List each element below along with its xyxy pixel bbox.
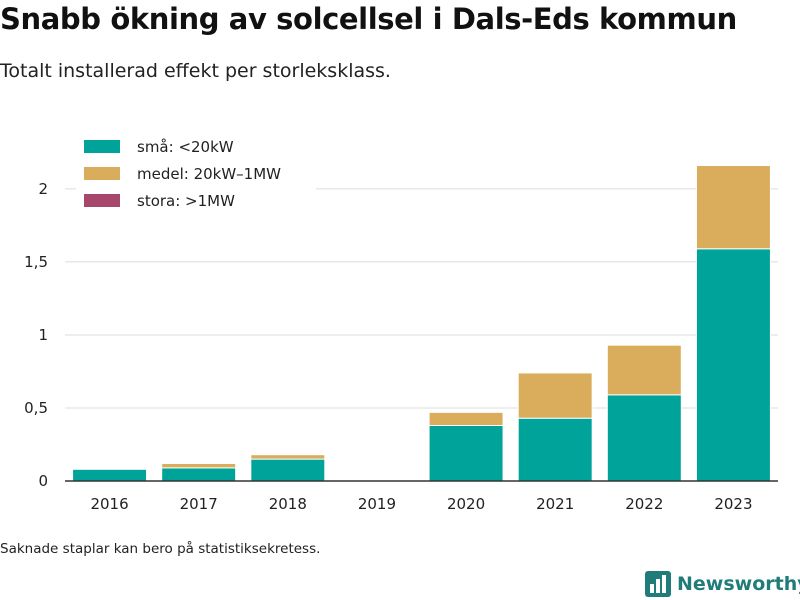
chart-subtitle: Totalt installerad effekt per storlekskl… — [0, 60, 391, 82]
bar-segment-medium-2022 — [606, 344, 682, 396]
bars — [72, 165, 771, 482]
y-tick-label: 1 — [38, 326, 48, 344]
legend-label: stora: >1MW — [137, 192, 235, 210]
bar-segment-small-2020 — [428, 425, 504, 482]
y-tick-label: 0 — [38, 472, 48, 490]
footnote: Saknade staplar kan bero på statistiksek… — [0, 541, 321, 557]
legend: små: <20kW medel: 20kW–1MW stora: >1MW — [76, 130, 316, 215]
x-tick-label: 2021 — [536, 495, 574, 513]
bar-segment-medium-2021 — [517, 372, 593, 419]
y-tick-label: 1,5 — [24, 253, 48, 271]
x-tick-label: 2018 — [269, 495, 307, 513]
bar-segment-medium-2018 — [250, 454, 326, 460]
bar-segment-medium-2017 — [161, 462, 237, 469]
bar-segment-small-2018 — [250, 458, 326, 482]
x-tick-label: 2020 — [447, 495, 485, 513]
bar-chart-logo-icon — [645, 571, 671, 597]
legend-swatch — [84, 194, 120, 207]
x-tick-label: 2023 — [714, 495, 752, 513]
brand-logo: Newsworthy — [645, 569, 800, 599]
stacked-bar-chart: 0 0,5 1 1,5 2 2016 2017 2018 2019 2020 2021 2022 202… — [24, 130, 778, 513]
bar-segment-small-2016 — [72, 468, 148, 482]
x-tick-label: 2022 — [625, 495, 663, 513]
legend-swatch — [84, 167, 120, 180]
bar-segment-medium-2023 — [695, 165, 771, 250]
bar-segment-small-2017 — [161, 467, 237, 482]
legend-label: medel: 20kW–1MW — [137, 165, 281, 183]
bar-segment-small-2023 — [695, 248, 771, 482]
y-tick-label: 0,5 — [24, 399, 48, 417]
brand-name: Newsworthy — [677, 573, 800, 595]
legend-label: små: <20kW — [137, 138, 234, 156]
legend-swatch — [84, 140, 120, 153]
y-tick-label: 2 — [38, 180, 48, 198]
x-tick-label: 2019 — [358, 495, 396, 513]
bar-segment-small-2022 — [606, 394, 682, 482]
x-tick-label: 2016 — [90, 495, 128, 513]
bar-segment-small-2021 — [517, 417, 593, 482]
axes: 0 0,5 1 1,5 2 2016 2017 2018 2019 2020 2021 2022 202… — [24, 180, 778, 513]
chart-title: Snabb ökning av solcellsel i Dals-Eds ko… — [0, 2, 737, 36]
x-tick-label: 2017 — [180, 495, 218, 513]
bar-segment-medium-2020 — [428, 411, 504, 426]
